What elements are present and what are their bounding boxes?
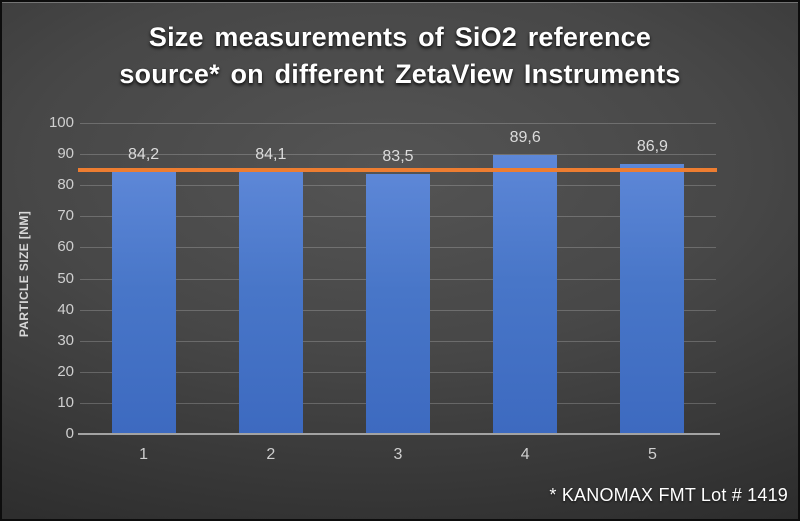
chart-title: Size measurements of SiO2 reference sour… bbox=[2, 19, 798, 93]
y-tick-label: 50 bbox=[57, 269, 74, 287]
y-tick-label: 90 bbox=[57, 145, 74, 163]
bar-value-label: 84,2 bbox=[128, 146, 160, 164]
plot-area: 0 10 20 30 40 50 60 70 80 90 100 84,2 84,1 83,5 89,6 8… bbox=[49, 114, 720, 463]
y-tick-label: 0 bbox=[65, 425, 74, 442]
y-tick-label: 40 bbox=[57, 300, 74, 318]
x-tick-label: 1 bbox=[139, 446, 149, 463]
bar bbox=[493, 155, 558, 434]
y-tick-label: 20 bbox=[57, 362, 74, 380]
gridline bbox=[80, 123, 716, 124]
y-tick-label: 30 bbox=[57, 331, 74, 349]
y-tick-label: 10 bbox=[57, 393, 74, 411]
chart-title-line2: source* on different ZetaView Instrument… bbox=[119, 59, 681, 89]
bar bbox=[366, 174, 430, 434]
y-tick-label: 70 bbox=[57, 207, 74, 225]
gridline bbox=[80, 154, 716, 156]
bar-value-label: 83,5 bbox=[382, 148, 414, 166]
x-tick-label: 2 bbox=[266, 446, 276, 463]
bar bbox=[238, 172, 303, 434]
reference-line bbox=[78, 167, 717, 172]
x-axis-line bbox=[78, 433, 720, 435]
bar-value-label: 89,6 bbox=[509, 129, 541, 147]
footnote: * KANOMAX FMT Lot # 1419 bbox=[549, 485, 788, 505]
x-tick-label: 3 bbox=[393, 446, 403, 463]
y-tick-label: 60 bbox=[57, 238, 74, 256]
chart-title-line1: Size measurements of SiO2 reference bbox=[148, 22, 652, 52]
x-tick-label: 4 bbox=[520, 446, 530, 463]
y-tick-label: 80 bbox=[57, 176, 74, 194]
y-axis-title: PARTICLE SIZE [NM] bbox=[17, 210, 31, 338]
x-tick-label: 5 bbox=[647, 446, 657, 463]
bar bbox=[111, 172, 176, 434]
bar-value-label: 84,1 bbox=[255, 146, 287, 164]
bar bbox=[620, 163, 685, 434]
bar-value-label: 86,9 bbox=[636, 137, 668, 155]
y-tick-label: 100 bbox=[48, 114, 74, 131]
